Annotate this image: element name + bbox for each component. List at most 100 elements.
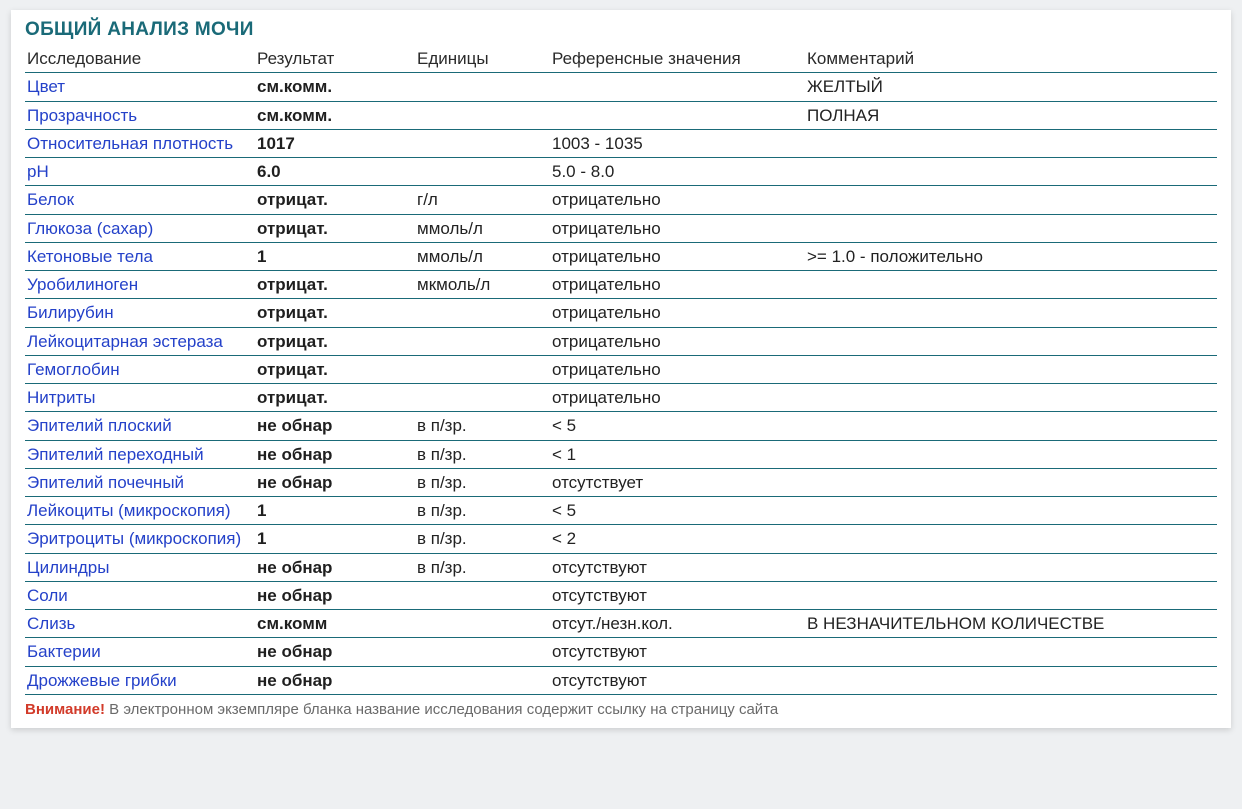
cell-test: Нитриты xyxy=(25,384,255,412)
test-link[interactable]: Глюкоза (сахар) xyxy=(27,219,153,238)
cell-units xyxy=(415,581,550,609)
table-row: Слизьсм.коммотсут./незн.кол.В НЕЗНАЧИТЕЛ… xyxy=(25,610,1217,638)
report-sheet: ОБЩИЙ АНАЛИЗ МОЧИ Исследование Результат… xyxy=(11,10,1231,728)
cell-test: Эпителий почечный xyxy=(25,468,255,496)
table-row: Цилиндрыне обнарв п/зр.отсутствуют xyxy=(25,553,1217,581)
cell-comment xyxy=(805,553,1217,581)
cell-reference: < 5 xyxy=(550,497,805,525)
test-link[interactable]: Цвет xyxy=(27,77,65,96)
results-table: Исследование Результат Единицы Референсн… xyxy=(25,45,1217,695)
test-link[interactable]: Лейкоцитарная эстераза xyxy=(27,332,223,351)
cell-reference: отрицательно xyxy=(550,384,805,412)
col-header-test: Исследование xyxy=(25,45,255,73)
test-link[interactable]: Кетоновые тела xyxy=(27,247,153,266)
footer-warn-label: Внимание! xyxy=(25,701,105,718)
cell-result: см.комм xyxy=(255,610,415,638)
test-link[interactable]: Дрожжевые грибки xyxy=(27,671,177,690)
cell-result: отрицат. xyxy=(255,384,415,412)
cell-reference: 5.0 - 8.0 xyxy=(550,158,805,186)
cell-units xyxy=(415,666,550,694)
cell-result: не обнар xyxy=(255,581,415,609)
cell-test: Прозрачность xyxy=(25,101,255,129)
cell-test: Гемоглобин xyxy=(25,355,255,383)
test-link[interactable]: pH xyxy=(27,162,49,181)
test-link[interactable]: Слизь xyxy=(27,614,75,633)
cell-units: ммоль/л xyxy=(415,242,550,270)
test-link[interactable]: Лейкоциты (микроскопия) xyxy=(27,501,231,520)
table-row: Уробилиноген отрицат.мкмоль/лотрицательно xyxy=(25,271,1217,299)
test-link[interactable]: Цилиндры xyxy=(27,558,109,577)
test-link[interactable]: Эпителий переходный xyxy=(27,445,204,464)
cell-units: мкмоль/л xyxy=(415,271,550,299)
footer-note: Внимание! В электронном экземпляре бланк… xyxy=(25,695,1217,718)
cell-reference: отрицательно xyxy=(550,242,805,270)
col-header-units: Единицы xyxy=(415,45,550,73)
cell-result: 6.0 xyxy=(255,158,415,186)
cell-test: Кетоновые тела xyxy=(25,242,255,270)
cell-test: pH xyxy=(25,158,255,186)
cell-comment xyxy=(805,299,1217,327)
test-link[interactable]: Нитриты xyxy=(27,388,96,407)
cell-units xyxy=(415,73,550,101)
cell-reference: 1003 - 1035 xyxy=(550,129,805,157)
cell-test: Соли xyxy=(25,581,255,609)
cell-test: Цилиндры xyxy=(25,553,255,581)
cell-test: Лейкоциты (микроскопия) xyxy=(25,497,255,525)
cell-result: не обнар xyxy=(255,468,415,496)
table-row: pH 6.0 5.0 - 8.0 xyxy=(25,158,1217,186)
cell-result: не обнар xyxy=(255,638,415,666)
cell-comment xyxy=(805,440,1217,468)
cell-test: Белок xyxy=(25,186,255,214)
test-link[interactable]: Бактерии xyxy=(27,642,101,661)
cell-reference: отрицательно xyxy=(550,186,805,214)
cell-test: Уробилиноген xyxy=(25,271,255,299)
test-link[interactable]: Белок xyxy=(27,190,74,209)
table-row: Лейкоцитарная эстеразаотрицат.отрицатель… xyxy=(25,327,1217,355)
cell-result: отрицат. xyxy=(255,299,415,327)
table-row: Дрожжевые грибкине обнаротсутствуют xyxy=(25,666,1217,694)
cell-reference: отрицательно xyxy=(550,355,805,383)
cell-reference: отрицательно xyxy=(550,271,805,299)
cell-reference: < 5 xyxy=(550,412,805,440)
cell-reference: < 2 xyxy=(550,525,805,553)
cell-comment xyxy=(805,158,1217,186)
cell-result: отрицат. xyxy=(255,214,415,242)
cell-comment: ПОЛНАЯ xyxy=(805,101,1217,129)
test-link[interactable]: Билирубин xyxy=(27,303,114,322)
cell-units xyxy=(415,299,550,327)
col-header-comment: Комментарий xyxy=(805,45,1217,73)
footer-text: В электронном экземпляре бланка название… xyxy=(105,701,778,718)
cell-comment xyxy=(805,666,1217,694)
cell-result: не обнар xyxy=(255,440,415,468)
cell-comment xyxy=(805,355,1217,383)
cell-units xyxy=(415,158,550,186)
test-link[interactable]: Соли xyxy=(27,586,68,605)
cell-comment xyxy=(805,497,1217,525)
cell-result: не обнар xyxy=(255,412,415,440)
cell-result: 1 xyxy=(255,242,415,270)
cell-comment: >= 1.0 - положительно xyxy=(805,242,1217,270)
cell-reference: отсутствует xyxy=(550,468,805,496)
cell-result: не обнар xyxy=(255,553,415,581)
table-row: Нитриты отрицат. отрицательно xyxy=(25,384,1217,412)
test-link[interactable]: Эпителий плоский xyxy=(27,416,172,435)
cell-test: Относительная плотность xyxy=(25,129,255,157)
test-link[interactable]: Уробилиноген xyxy=(27,275,138,294)
table-header-row: Исследование Результат Единицы Референсн… xyxy=(25,45,1217,73)
test-link[interactable]: Относительная плотность xyxy=(27,134,233,153)
test-link[interactable]: Эпителий почечный xyxy=(27,473,184,492)
test-link[interactable]: Прозрачность xyxy=(27,106,137,125)
cell-test: Билирубин xyxy=(25,299,255,327)
cell-comment: ЖЕЛТЫЙ xyxy=(805,73,1217,101)
test-link[interactable]: Эритроциты (микроскопия) xyxy=(27,529,241,548)
cell-reference: отсутствуют xyxy=(550,638,805,666)
cell-result: отрицат. xyxy=(255,271,415,299)
test-link[interactable]: Гемоглобин xyxy=(27,360,120,379)
cell-result: 1017 xyxy=(255,129,415,157)
cell-comment xyxy=(805,186,1217,214)
cell-units: в п/зр. xyxy=(415,412,550,440)
cell-test: Глюкоза (сахар) xyxy=(25,214,255,242)
col-header-result: Результат xyxy=(255,45,415,73)
cell-units: в п/зр. xyxy=(415,497,550,525)
cell-units xyxy=(415,101,550,129)
